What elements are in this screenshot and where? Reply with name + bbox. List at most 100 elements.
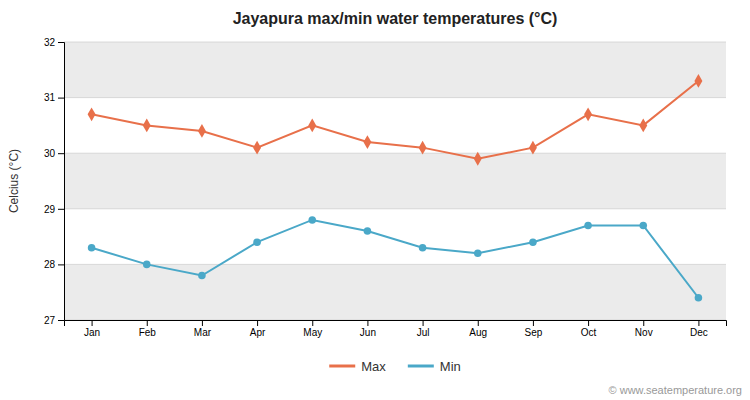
x-tick: Sep [525,320,543,338]
legend-item: Max [329,359,386,374]
point [198,124,206,138]
tick-mark [478,320,479,326]
y-tick: 27 [44,315,64,326]
point [584,107,592,121]
tick-mark [423,320,424,326]
point [308,118,316,132]
tick-label: Sep [525,327,543,338]
tick-mark [588,320,589,326]
tick-label: Apr [250,327,266,338]
point [253,141,261,155]
tick-label: 27 [44,315,56,326]
legend: Max Min [329,359,461,374]
tick-label: 32 [44,37,56,48]
point [529,238,537,246]
band [64,153,726,209]
legend-item: Min [408,359,461,374]
tick-label: Mar [194,327,212,338]
point [694,74,702,88]
point [253,238,261,246]
series-line [92,81,699,159]
point [419,244,427,252]
y-tick: 29 [44,204,64,215]
tick-label: 30 [44,148,56,159]
tick-label: Oct [581,327,597,338]
tick-label: 31 [44,92,56,103]
tick-label: Jul [417,327,430,338]
legend-swatch [329,365,355,368]
point [143,118,151,132]
tick-mark [698,320,699,326]
point [584,222,592,230]
tick-mark [58,209,64,210]
tick-mark [533,320,534,326]
point [474,152,482,166]
point [308,216,316,224]
x-tick: Jul [417,320,430,338]
point [639,222,647,230]
tick-label: Jan [84,327,100,338]
legend-label: Max [361,359,386,374]
grid-line [64,208,726,209]
tick-mark [92,320,93,326]
axis-line [65,321,727,327]
tick-mark [58,153,64,154]
x-tick: Apr [250,320,266,338]
point [143,261,151,269]
annotation: © www.seatemperature.org [609,384,742,396]
point [88,107,96,121]
tick-mark [367,320,368,326]
plot: 272829303132JanFebMarAprMayJunJulAugSepO… [44,37,727,338]
tick-mark [257,320,258,326]
series-line [92,220,699,298]
y-axis: 27 28 29 30 31 32 [44,37,65,326]
tick-mark [58,98,64,99]
x-tick: Feb [139,320,157,338]
tick-label: May [303,327,322,338]
marks [88,74,703,302]
tick-mark [643,320,644,326]
chart-container: 272829303132JanFebMarAprMayJunJulAugSepO… [0,0,750,400]
axis-line [58,43,65,321]
point [419,141,427,155]
point [639,118,647,132]
tick-label: 29 [44,204,56,215]
tick-mark [58,264,64,265]
tick-mark [312,320,313,326]
grid-line [64,97,726,98]
grid-line [64,42,726,43]
x-tick: May [303,320,322,338]
grid-line [64,153,726,154]
y-tick: 31 [44,92,64,103]
point [363,135,371,149]
band [64,264,726,320]
band [64,42,726,98]
tick-mark [58,320,64,321]
tick-mark [202,320,203,326]
x-axis: JanFebMarAprMayJunJulAugSepOctNovDec [65,320,727,338]
chart-svg: 272829303132JanFebMarAprMayJunJulAugSepO… [0,0,750,400]
y-tick: 30 [44,148,64,159]
x-tick: Nov [635,320,653,338]
grid-line [64,264,726,265]
point [364,227,372,235]
point [695,294,703,302]
point [198,272,206,280]
tick-mark [147,320,148,326]
tick-mark [58,42,64,43]
y-tick: 28 [44,259,64,270]
tick-label: Dec [690,327,708,338]
tick-label: Nov [635,327,653,338]
y-tick: 32 [44,37,64,48]
x-tick: Aug [469,320,487,338]
point [88,244,96,252]
legend-swatch [408,365,434,368]
x-tick: Dec [690,320,708,338]
point [529,141,537,155]
grid [64,42,726,320]
tick-label: Feb [139,327,157,338]
x-tick: Jan [84,320,100,338]
x-tick: Oct [581,320,597,338]
bands [64,42,726,320]
y-label: Celcius (°C) [7,149,21,213]
